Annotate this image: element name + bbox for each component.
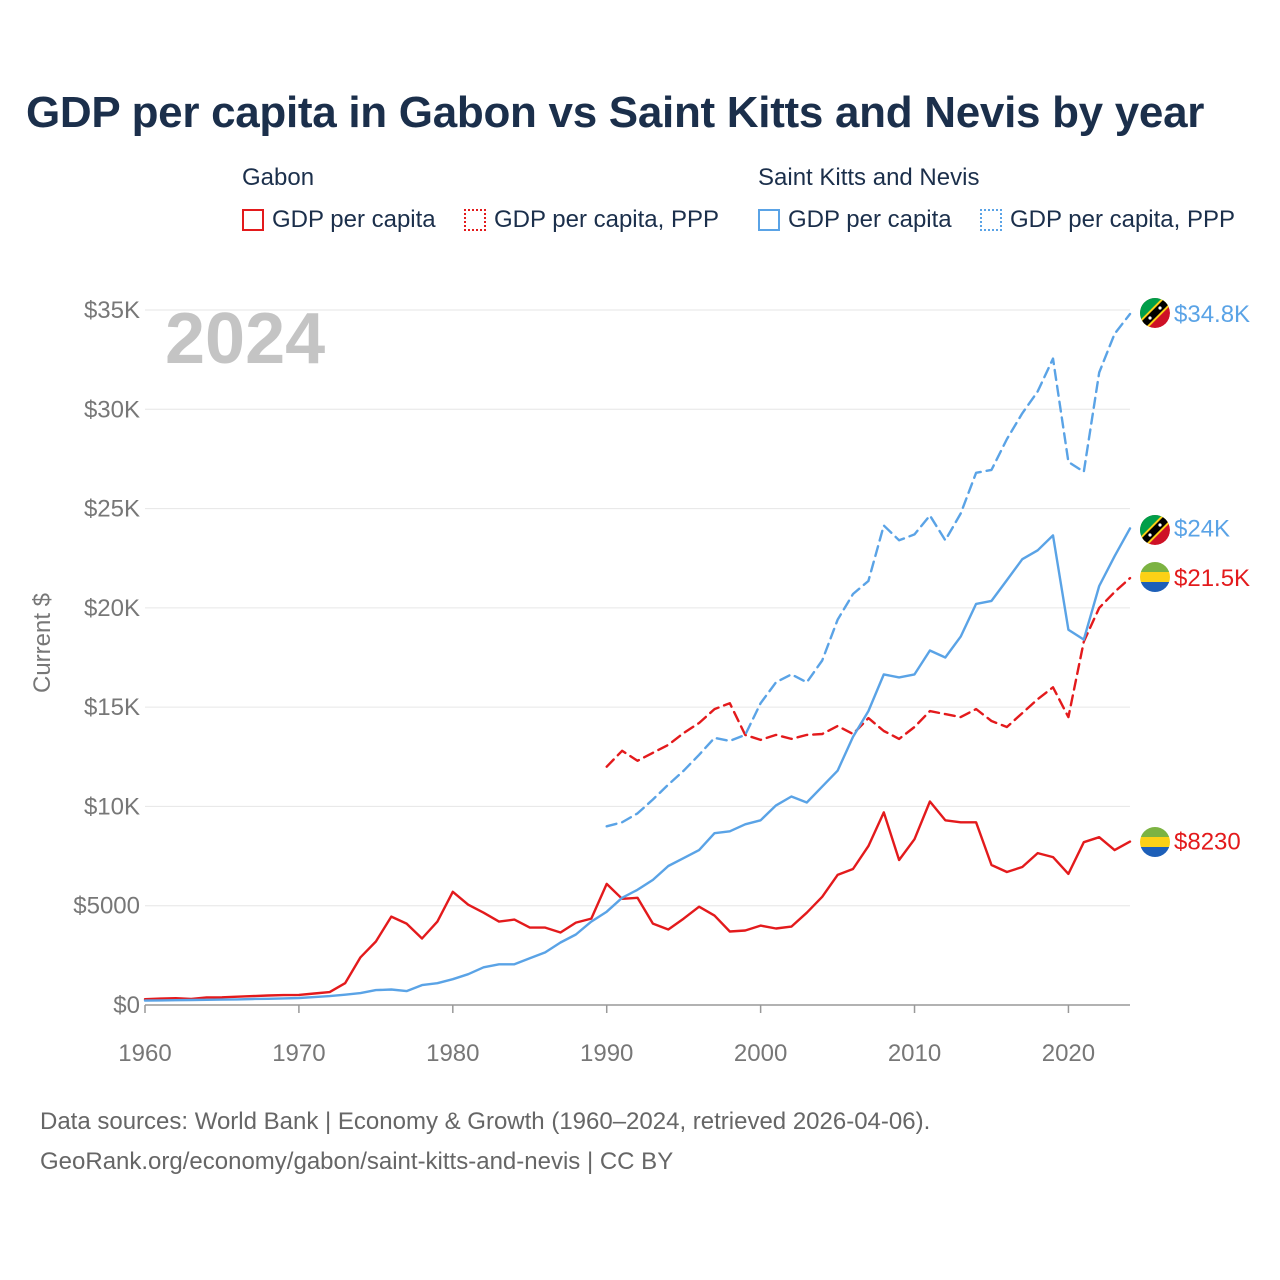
footer-link[interactable]: GeoRank.org/economy/gabon/saint-kitts-an… — [40, 1148, 674, 1175]
series-end-value-label: $21.5K — [1174, 565, 1250, 592]
series-end-value-label: $8230 — [1174, 829, 1241, 856]
legend-swatch-solid-blue — [758, 209, 780, 231]
saint-kitts-and-nevis-flag-icon — [1140, 298, 1170, 328]
y-tick-label: $15K — [84, 694, 140, 721]
series-line — [605, 576, 1132, 768]
legend-label: GDP per capita, PPP — [494, 206, 719, 233]
y-axis-label: Current $ — [29, 593, 56, 693]
gabon-flag-icon — [1140, 827, 1170, 857]
x-tick-label: 2000 — [734, 1040, 787, 1067]
legend-group-gabon: Gabon — [242, 164, 315, 191]
saint-kitts-and-nevis-flag-icon — [1140, 515, 1170, 545]
y-tick-label: $10K — [84, 793, 140, 820]
series-line — [605, 312, 1132, 828]
legend-label: GDP per capita — [788, 206, 952, 233]
series-end-value-label: $34.8K — [1174, 301, 1250, 328]
y-tick-label: $5000 — [73, 893, 140, 920]
x-tick-label: 1970 — [272, 1040, 325, 1067]
legend-item-skn-gdp-ppp[interactable]: GDP per capita, PPP — [980, 204, 1235, 236]
x-tick-label: 2010 — [888, 1040, 941, 1067]
x-tick-label: 1980 — [426, 1040, 479, 1067]
y-tick-label: $35K — [84, 297, 140, 324]
legend-swatch-dotted-blue — [980, 209, 1002, 231]
footer-sources: Data sources: World Bank | Economy & Gro… — [40, 1108, 931, 1135]
x-tick-label: 1960 — [118, 1040, 171, 1067]
x-tick-label: 2020 — [1042, 1040, 1095, 1067]
legend-label: GDP per capita, PPP — [1010, 206, 1235, 233]
y-tick-label: $25K — [84, 496, 140, 523]
legend-item-gabon-gdp[interactable]: GDP per capita — [242, 204, 436, 236]
gabon-flag-icon — [1140, 562, 1170, 592]
legend-item-skn-gdp[interactable]: GDP per capita — [758, 204, 952, 236]
chart-title: GDP per capita in Gabon vs Saint Kitts a… — [26, 88, 1205, 137]
legend-label: GDP per capita — [272, 206, 436, 233]
y-tick-label: $30K — [84, 396, 140, 423]
series-line — [143, 527, 1132, 1002]
series-end-value-label: $24K — [1174, 515, 1230, 542]
legend-group-saint-kitts-and-nevis: Saint Kitts and Nevis — [758, 164, 980, 191]
year-watermark: 2024 — [165, 299, 325, 379]
x-tick-label: 1990 — [580, 1040, 633, 1067]
y-tick-label: $20K — [84, 595, 140, 622]
legend-item-gabon-gdp-ppp[interactable]: GDP per capita, PPP — [464, 204, 719, 236]
y-tick-label: $0 — [113, 992, 140, 1019]
series-line — [143, 800, 1132, 1001]
legend-swatch-solid-red — [242, 209, 264, 231]
legend-swatch-dotted-red — [464, 209, 486, 231]
